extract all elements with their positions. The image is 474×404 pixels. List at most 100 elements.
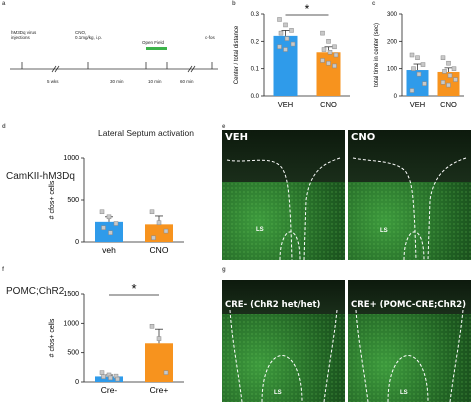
y-tick-label: 0 [75, 379, 79, 386]
panel-label-b: b [232, 1, 236, 7]
micrograph-cre-neg-ls-label: LS [274, 390, 282, 396]
y-tick-label: 0 [75, 239, 79, 246]
y-axis-label: Center / total distance [234, 25, 240, 84]
event-cfos-label: c-fos [205, 35, 215, 40]
y-axis-label: # cfos+ cells [49, 318, 56, 357]
y-axis-label: total time in center (sec) [374, 23, 380, 87]
panel-label-g: g [222, 267, 226, 273]
data-point [451, 66, 457, 71]
x-tick-label: veh [102, 245, 116, 255]
data-point [108, 230, 113, 236]
data-point [326, 39, 331, 44]
lateral-septum-title: Lateral Septum activation [98, 128, 194, 138]
y-tick-label: 1000 [63, 320, 79, 327]
panel-label-a: a [2, 1, 6, 7]
micrograph-cno: CNO LS [348, 130, 471, 260]
y-tick-label: 0.3 [251, 12, 260, 18]
data-point [151, 235, 156, 241]
data-point [278, 30, 284, 36]
event-cno-label: CNO, 0.1mg/kg, i.p. [75, 30, 103, 40]
y-axis-label: # cfos+ cells [49, 180, 56, 219]
x-tick-label: CNO [150, 245, 169, 255]
bar-cno [145, 224, 173, 242]
bar-cno [316, 52, 341, 96]
x-tick-label: CNO [320, 100, 337, 109]
data-point [163, 228, 169, 234]
data-point [409, 88, 415, 93]
y-tick-label: 500 [67, 197, 79, 204]
data-point [422, 81, 427, 86]
data-point [411, 66, 416, 71]
micrograph-veh: VEH LS [222, 130, 345, 260]
data-point [149, 324, 155, 329]
data-point [277, 17, 282, 22]
data-point [99, 209, 105, 215]
significance-star: * [131, 282, 136, 296]
interval-60min: 60 min [180, 79, 194, 84]
chart-b-center-distance: 0.0 0.1 0.2 0.3 Center / total distance VEH CN… [234, 4, 350, 109]
micrograph-cno-label: CNO [351, 132, 376, 143]
panel-label-e: e [222, 124, 226, 130]
y-tick-label: 100 [387, 67, 398, 73]
y-tick-label: 0.0 [251, 94, 260, 100]
data-point [327, 50, 333, 55]
data-point [290, 41, 296, 47]
micrograph-cre-pos-label: CRE+ (POMC-CRE;ChR2) [351, 300, 467, 310]
chart-c-time-in-center: 0 100 200 300 total time in center (sec) VEH C… [374, 12, 464, 109]
panel-label-d: d [2, 124, 6, 130]
interval-5wks: 5 wks [47, 79, 59, 84]
data-point [447, 73, 453, 78]
data-point [326, 60, 331, 66]
data-point [332, 63, 337, 69]
panel-label-f: f [2, 267, 4, 273]
y-tick-label: 0 [394, 94, 398, 100]
y-tick-label: 0.1 [251, 67, 260, 73]
event-virus-label: hM3Dq virus injections [11, 30, 37, 40]
data-point [283, 22, 288, 28]
data-point [440, 55, 446, 60]
data-point [420, 62, 426, 67]
y-tick-label: 0.2 [251, 39, 260, 45]
data-point [416, 71, 422, 77]
x-tick-label: VEH [278, 100, 293, 109]
interval-30min: 30 min [110, 79, 124, 84]
bar-cre [145, 343, 173, 382]
chart-d-cfos-camkii: 0 500 1000 # cfos+ cells veh CNO [49, 155, 184, 255]
data-point [149, 209, 155, 215]
chart-f-cfos-pomc: 0 500 1000 1500 # cfos+ cells Cre- Cre+ * [49, 282, 184, 395]
data-point [289, 28, 294, 33]
y-tick-label: 200 [387, 39, 398, 45]
data-point [156, 336, 162, 341]
data-point [99, 370, 105, 375]
data-point [440, 80, 446, 85]
data-point [321, 47, 327, 52]
data-point [333, 52, 339, 58]
data-point [446, 60, 451, 66]
panel-label-c: c [372, 1, 376, 7]
data-point [453, 77, 458, 82]
data-point [332, 44, 337, 50]
y-tick-label: 300 [387, 12, 398, 18]
x-tick-label: Cre+ [150, 385, 169, 395]
x-tick-label: CNO [440, 100, 457, 109]
significance-star: * [305, 4, 310, 16]
event-openfield-label: Open Field [142, 40, 165, 45]
x-tick-label: Cre- [101, 385, 118, 395]
micrograph-veh-label: VEH [225, 132, 248, 143]
data-point [442, 69, 447, 74]
micrograph-cno-ls-label: LS [380, 228, 388, 234]
data-point [115, 376, 120, 382]
micrograph-cre-neg: CRE- (ChR2 het/het) LS [222, 280, 345, 402]
micrograph-cre-neg-label: CRE- (ChR2 het/het) [225, 300, 321, 310]
interval-10min: 10 min [148, 79, 162, 84]
data-point [320, 58, 325, 63]
data-point [320, 30, 325, 36]
data-point [283, 47, 288, 52]
data-point [284, 36, 290, 41]
x-tick-label: VEH [410, 100, 425, 109]
micrograph-cre-pos-ls-label: LS [400, 390, 408, 396]
timeline-break-1 [51, 65, 60, 73]
micrograph-veh-ls-label: LS [256, 227, 264, 233]
data-point [277, 44, 282, 50]
data-point [415, 55, 420, 60]
